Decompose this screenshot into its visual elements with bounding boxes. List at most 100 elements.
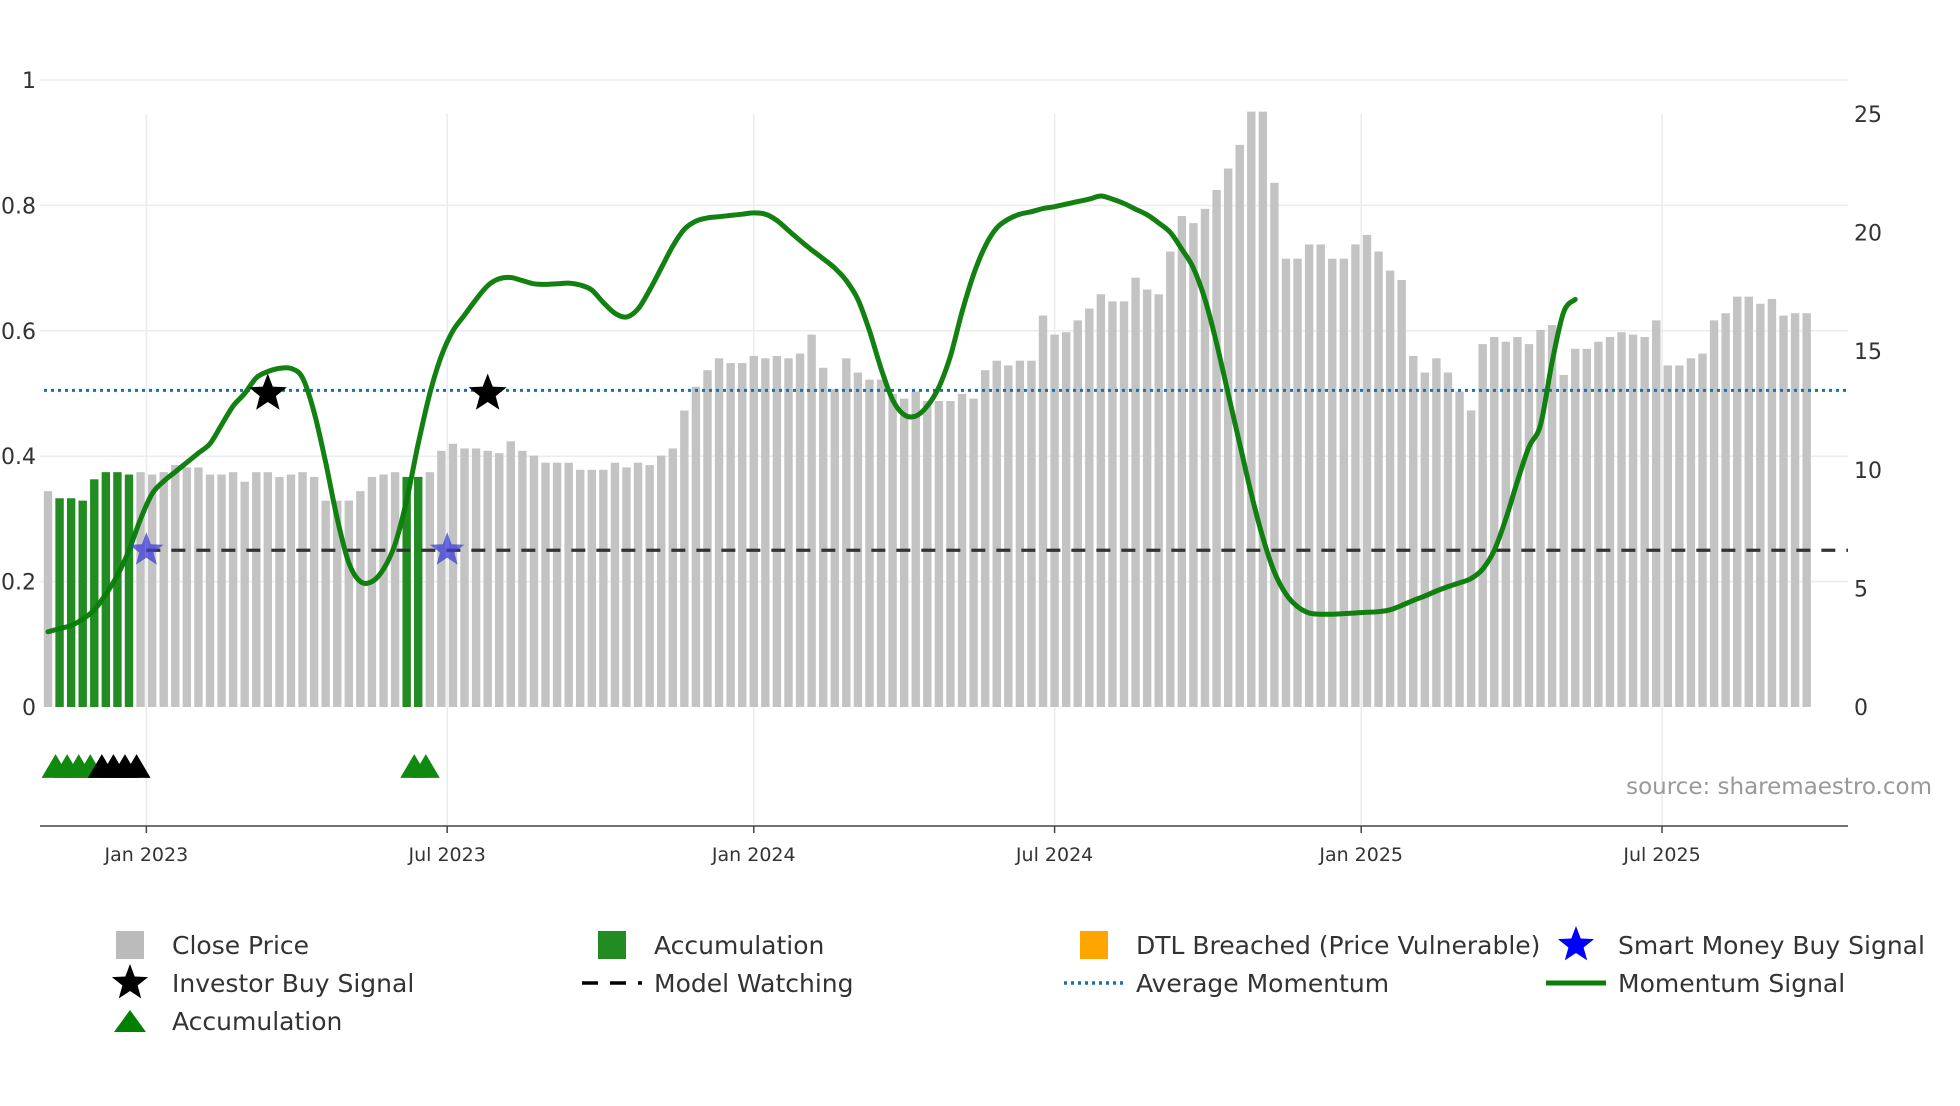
close-price-bar	[136, 472, 145, 707]
accumulation-bar	[402, 476, 411, 707]
close-price-bar	[576, 469, 585, 707]
close-price-bar	[1015, 360, 1025, 707]
close-price-bar	[1096, 294, 1106, 707]
close-price-bar	[1339, 258, 1349, 707]
close-price-bar	[668, 448, 677, 707]
left-tick-label: 1	[22, 69, 36, 94]
legend-label: Accumulation	[654, 931, 824, 960]
close-price-bar	[1027, 360, 1036, 707]
close-price-bar	[1686, 358, 1696, 707]
close-price-bar	[1605, 336, 1615, 707]
close-price-bar	[1802, 313, 1811, 707]
close-price-bar	[610, 462, 620, 707]
close-price-bar	[911, 391, 920, 707]
close-price-bar	[1131, 277, 1140, 707]
close-price-bar	[1316, 244, 1325, 707]
right-tick-label: 15	[1854, 340, 1882, 365]
close-price-bar	[1177, 215, 1187, 707]
close-price-bar	[703, 370, 712, 707]
close-price-bar	[1154, 294, 1163, 707]
close-price-bar	[1166, 251, 1175, 708]
close-price-bar	[275, 476, 284, 707]
legend-label: Close Price	[172, 931, 309, 960]
x-tick-label: Jul 2025	[1622, 844, 1700, 866]
close-price-bar	[1675, 365, 1684, 707]
close-price-bar	[992, 360, 1001, 707]
close-price-bar	[483, 450, 492, 707]
close-price-bar	[1235, 144, 1244, 707]
close-price-bar	[344, 500, 354, 707]
close-price-bar	[1721, 313, 1730, 707]
close-price-bar	[1490, 336, 1499, 707]
close-price-bar	[980, 370, 990, 707]
left-tick-label: 0.8	[1, 194, 36, 219]
accumulation-triangle	[411, 754, 440, 778]
close-price-bar	[425, 472, 435, 707]
close-price-bar	[298, 472, 307, 707]
close-price-bar	[1189, 223, 1198, 707]
close-price-bar	[691, 386, 701, 707]
smart-money-buy-signal-star	[430, 532, 465, 565]
close-price-bar	[321, 500, 330, 707]
close-price-bar	[1085, 308, 1094, 707]
legend-swatch-square	[116, 931, 144, 959]
legend-label: Accumulation	[172, 1007, 342, 1036]
close-price-bar	[1258, 111, 1268, 708]
close-price-bar	[1744, 296, 1753, 707]
x-tick-label: Jan 2023	[104, 844, 189, 866]
close-price-bar	[1142, 289, 1152, 707]
x-tick-label: Jul 2024	[1015, 844, 1093, 866]
close-price-bar	[795, 353, 805, 707]
close-price-bar	[194, 467, 203, 707]
close-price-bar	[1328, 258, 1337, 707]
close-price-bar	[437, 450, 446, 707]
close-price-bars	[43, 111, 1811, 708]
momentum-signal-line	[45, 193, 1578, 635]
signal-lines	[44, 193, 1848, 635]
x-axis	[40, 825, 1848, 833]
close-price-bar	[1247, 111, 1256, 708]
close-price-bar	[252, 472, 261, 707]
close-price-bar	[1374, 251, 1383, 708]
close-price-bar	[1108, 301, 1117, 707]
close-price-bar	[1756, 303, 1765, 707]
close-price-bar	[818, 367, 828, 707]
legend-label: Investor Buy Signal	[172, 969, 414, 998]
close-price-bar	[1061, 332, 1071, 707]
signal-markers	[41, 373, 507, 778]
accumulation-bar	[90, 479, 99, 707]
close-price-bar	[1420, 372, 1430, 707]
close-price-bar	[506, 441, 515, 707]
close-price-bar	[205, 474, 215, 707]
close-price-bar	[1362, 234, 1372, 708]
close-price-bar	[309, 476, 319, 707]
close-price-bar	[761, 358, 770, 707]
right-tick-label: 20	[1854, 222, 1882, 247]
legend-item: Model Watching	[582, 969, 854, 998]
close-price-bar	[1478, 344, 1487, 707]
close-price-bar	[1119, 301, 1129, 707]
close-price-bar	[367, 476, 377, 707]
accumulation-bar	[78, 500, 87, 707]
close-price-bar	[1050, 334, 1059, 707]
close-price-bar	[379, 474, 388, 707]
close-price-bar	[1767, 299, 1777, 707]
close-price-bar	[1351, 244, 1360, 707]
close-price-bar	[957, 393, 967, 707]
accumulation-bar	[414, 476, 423, 707]
close-price-bar	[865, 379, 874, 707]
legend-label: DTL Breached (Price Vulnerable)	[1136, 931, 1540, 960]
close-price-bar	[1524, 344, 1534, 707]
left-tick-label: 0.2	[1, 571, 36, 596]
right-tick-label: 10	[1854, 459, 1882, 484]
legend-label: Average Momentum	[1136, 969, 1389, 998]
close-price-bar	[552, 462, 562, 707]
close-price-bar	[1073, 320, 1082, 707]
close-price-bar	[1547, 325, 1557, 707]
legend-swatch-star	[111, 964, 149, 999]
close-price-bar	[714, 358, 724, 707]
legend-swatch-triangle	[114, 1010, 146, 1032]
legend-item: Momentum Signal	[1546, 969, 1845, 998]
close-price-bar	[286, 474, 296, 707]
